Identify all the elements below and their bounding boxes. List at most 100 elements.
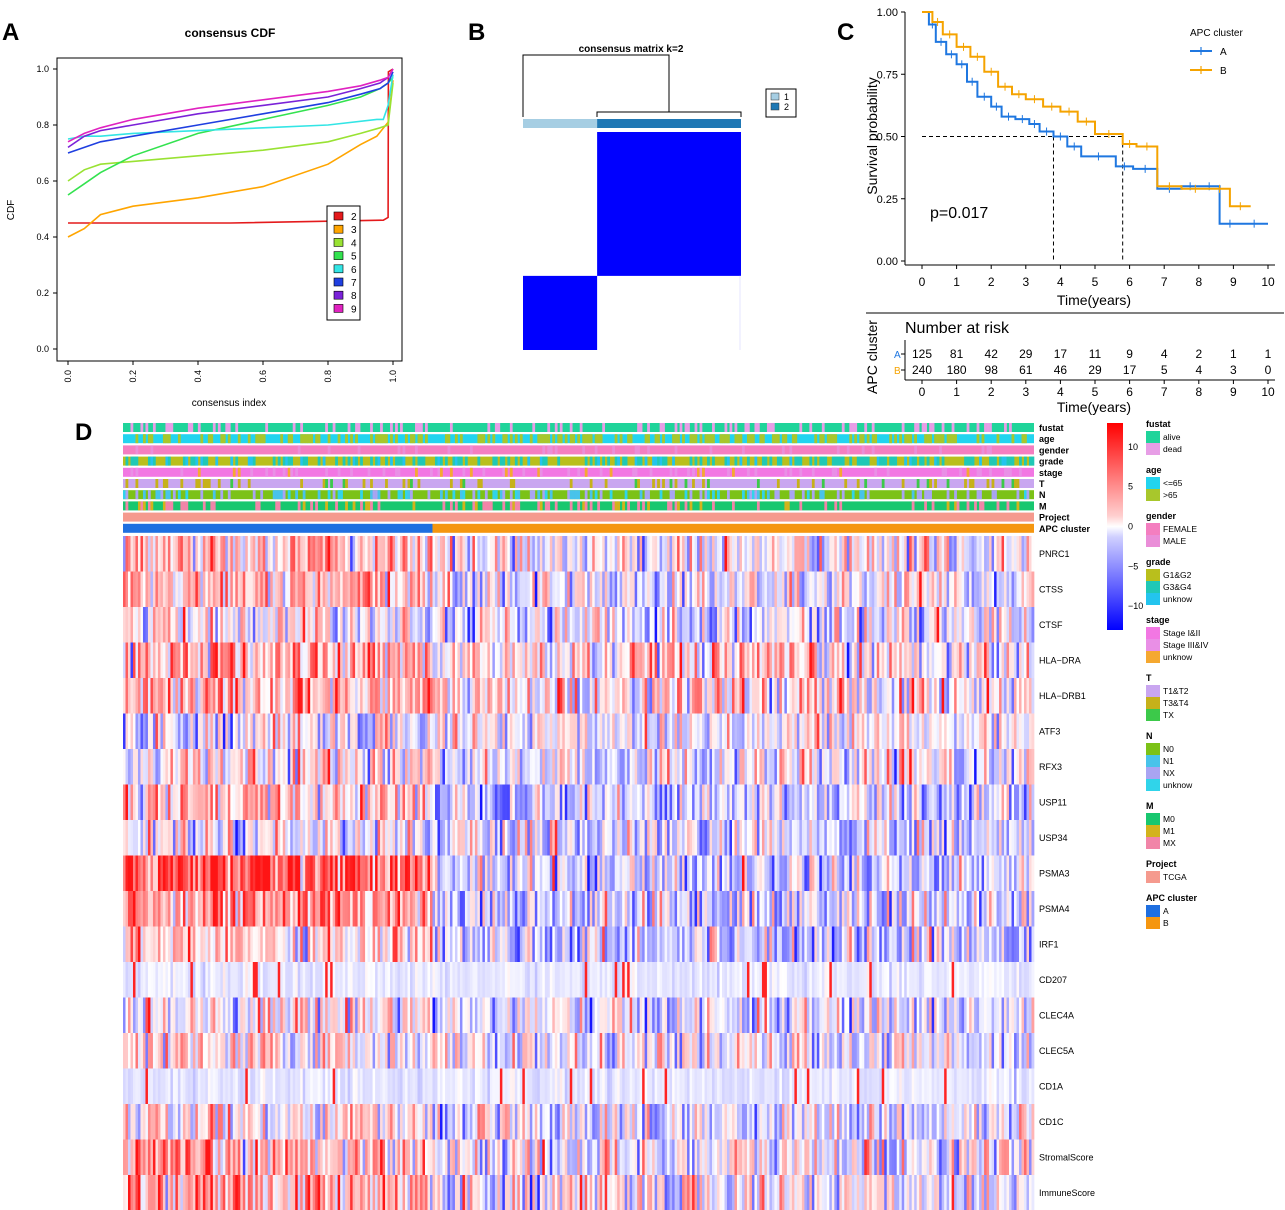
- heatmap-cell: [295, 642, 299, 678]
- heatmap-cell: [462, 713, 466, 749]
- anno-cell-fustat: [235, 423, 239, 432]
- heatmap-cell: [794, 536, 798, 572]
- heatmap-cell: [449, 713, 453, 749]
- heatmap-cell: [552, 607, 556, 643]
- anno-cell-gender: [297, 445, 301, 455]
- heatmap-cell: [692, 642, 695, 678]
- heatmap-cell: [672, 784, 675, 820]
- heatmap-cell: [746, 642, 750, 678]
- anno-cell-age: [577, 434, 581, 444]
- heatmap-cell: [921, 571, 925, 607]
- anno-cell-grade: [1031, 456, 1035, 466]
- heatmap-cell: [375, 891, 378, 927]
- heatmap-cell: [137, 749, 141, 785]
- heatmap-cell: [227, 642, 231, 678]
- heatmap-cell: [869, 784, 873, 820]
- heatmap-cell: [372, 784, 376, 820]
- heatmap-cell: [904, 678, 908, 714]
- heatmap-cell: [140, 820, 144, 856]
- heatmap-cell: [707, 536, 710, 572]
- anno-cell-T: [971, 479, 975, 488]
- heatmap-cell: [255, 784, 259, 820]
- heatmap-cell: [597, 713, 601, 749]
- anno-cell-gender: [647, 445, 650, 455]
- heatmap-cell: [180, 571, 184, 607]
- heatmap-cell: [1016, 678, 1020, 714]
- heatmap-cell: [627, 713, 631, 749]
- anno-cell-age: [894, 434, 898, 444]
- anno-cell-stage: [754, 467, 758, 477]
- heatmap-cell: [335, 536, 338, 572]
- heatmap-cell: [921, 678, 925, 714]
- risk-table-x-tick-label: 0: [919, 385, 926, 399]
- heatmap-cell: [240, 784, 244, 820]
- heatmap-cell: [454, 536, 458, 572]
- heatmap-cell: [509, 713, 513, 749]
- heatmap-cell: [337, 571, 341, 607]
- anno-cell-grade: [891, 456, 895, 466]
- heatmap-cell: [162, 536, 166, 572]
- heatmap-cell: [165, 536, 169, 572]
- heatmap-cell: [819, 607, 823, 643]
- heatmap-cell: [607, 891, 611, 927]
- heatmap-cell: [1014, 678, 1017, 714]
- heatmap-cell: [821, 536, 825, 572]
- heatmap-cell: [195, 855, 199, 891]
- heatmap-cell: [247, 607, 251, 643]
- heatmap-cell: [936, 784, 940, 820]
- heatmap-cell: [547, 607, 551, 643]
- heatmap-cell: [250, 820, 254, 856]
- km-x-tick-label: 4: [1057, 275, 1064, 289]
- anno-cell-fustat: [292, 423, 296, 432]
- heatmap-cell: [162, 571, 166, 607]
- heatmap-cell: [1014, 855, 1017, 891]
- heatmap-cell: [754, 713, 758, 749]
- heatmap-cell: [697, 891, 700, 927]
- heatmap-cell: [290, 891, 294, 927]
- heatmap-cell: [916, 642, 920, 678]
- heatmap-cell: [599, 607, 603, 643]
- anno-cell-gender: [981, 445, 985, 455]
- heatmap-cell: [934, 784, 938, 820]
- heatmap-cell: [320, 749, 324, 785]
- heatmap-cell: [467, 820, 471, 856]
- anno-cell-age: [689, 434, 693, 444]
- anno-cell-gender: [989, 445, 992, 455]
- heatmap-cell: [130, 855, 134, 891]
- heatmap-cell: [562, 713, 566, 749]
- heatmap-cell: [741, 678, 745, 714]
- heatmap-cell: [547, 891, 551, 927]
- heatmap-cell: [484, 642, 488, 678]
- heatmap-cell: [182, 642, 186, 678]
- heatmap-cell: [839, 571, 843, 607]
- anno-cell-grade: [866, 456, 870, 466]
- heatmap-cell: [951, 855, 955, 891]
- cdf-line-3: [67, 80, 394, 238]
- heatmap-cell: [507, 536, 511, 572]
- heatmap-cell: [1019, 536, 1022, 572]
- heatmap-cell: [781, 642, 785, 678]
- heatmap-cell: [402, 820, 406, 856]
- heatmap-cell: [941, 749, 945, 785]
- heatmap-cell: [477, 536, 481, 572]
- heatmap-cell: [909, 784, 913, 820]
- heatmap-cell: [210, 749, 214, 785]
- heatmap-cell: [649, 571, 653, 607]
- heatmap-cell: [250, 855, 254, 891]
- heatmap-cell: [834, 678, 838, 714]
- heatmap-cell: [549, 536, 553, 572]
- heatmap-cell: [397, 855, 401, 891]
- anno-cell-M: [257, 501, 261, 511]
- heatmap-cell: [200, 855, 204, 891]
- heatmap-cell: [172, 891, 176, 927]
- heatmap-cell: [137, 678, 141, 714]
- heatmap-cell: [979, 678, 982, 714]
- heatmap-cell: [427, 571, 431, 607]
- anno-cell-N: [819, 490, 823, 500]
- heatmap-cell: [804, 749, 808, 785]
- heatmap-cell: [707, 820, 710, 856]
- heatmap-cell: [824, 784, 828, 820]
- heatmap-cell: [272, 713, 276, 749]
- heatmap-cell: [305, 536, 309, 572]
- heatmap-cell: [549, 855, 553, 891]
